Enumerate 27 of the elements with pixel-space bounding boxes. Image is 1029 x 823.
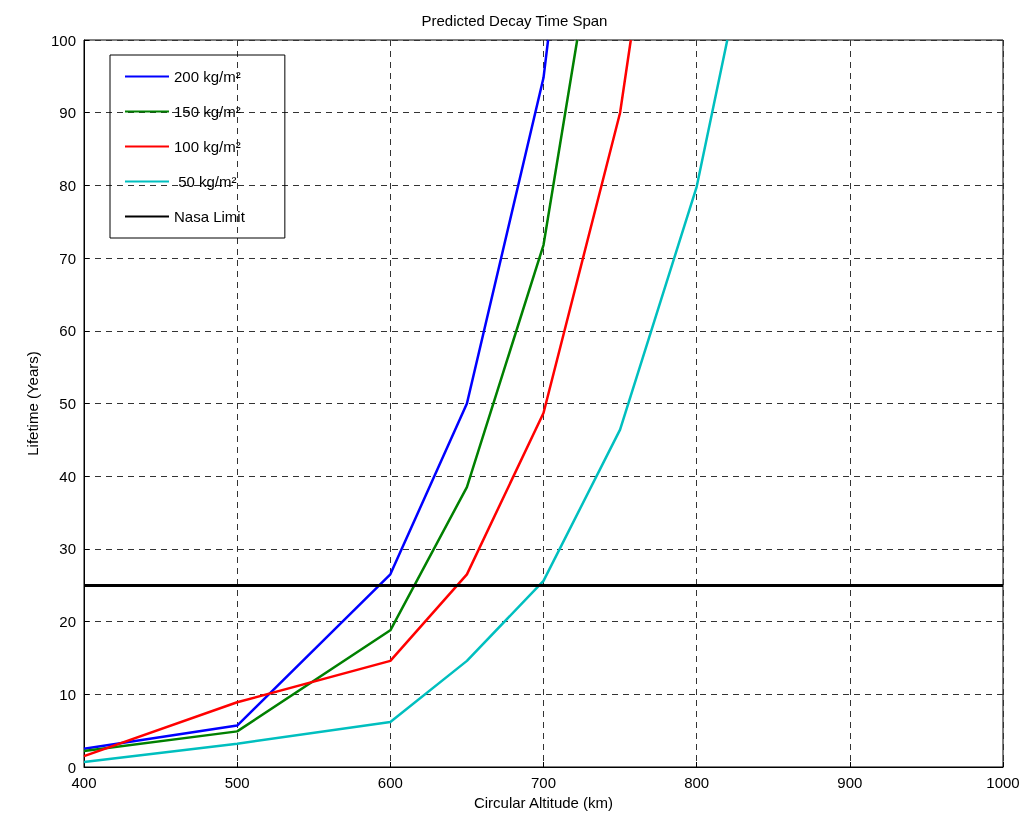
x-tick-label: 600: [377, 774, 403, 791]
x-tick-label: 900: [837, 774, 863, 791]
y-tick-label: 50: [59, 395, 76, 412]
x-tick-label: 500: [224, 774, 250, 791]
x-tick-label: 400: [71, 774, 97, 791]
y-tick-label: 20: [59, 613, 76, 631]
x-tick-label: 1000: [986, 774, 1020, 791]
legend-label: 150 kg/m²: [174, 103, 241, 120]
x-axis-title: Circular Altitude (km): [473, 793, 614, 811]
x-tick-label: 700: [530, 774, 557, 791]
line-series: [82, 38, 729, 764]
legend-label: 50 kg/m²: [174, 173, 237, 190]
legend-label: 100 kg/m²: [174, 138, 241, 155]
y-tick-label: 70: [59, 249, 76, 267]
y-tick-label: 30: [59, 540, 76, 558]
y-tick-label: 100: [50, 31, 76, 49]
y-tick-label: 10: [59, 685, 76, 703]
x-tick-label: 800: [684, 774, 710, 791]
y-tick-label: 60: [59, 322, 76, 340]
legend-label: Nasa Limit: [174, 208, 246, 225]
y-tick-label: 0: [67, 758, 76, 776]
y-tick-label: 90: [59, 104, 76, 122]
y-tick-label: 40: [59, 467, 76, 485]
chart-title: Predicted Decay Time Span: [421, 12, 608, 29]
y-tick-label: 80: [59, 176, 76, 194]
legend-label: 200 kg/m²: [174, 68, 241, 85]
y-axis-title: Lifetime (Years): [24, 351, 41, 456]
